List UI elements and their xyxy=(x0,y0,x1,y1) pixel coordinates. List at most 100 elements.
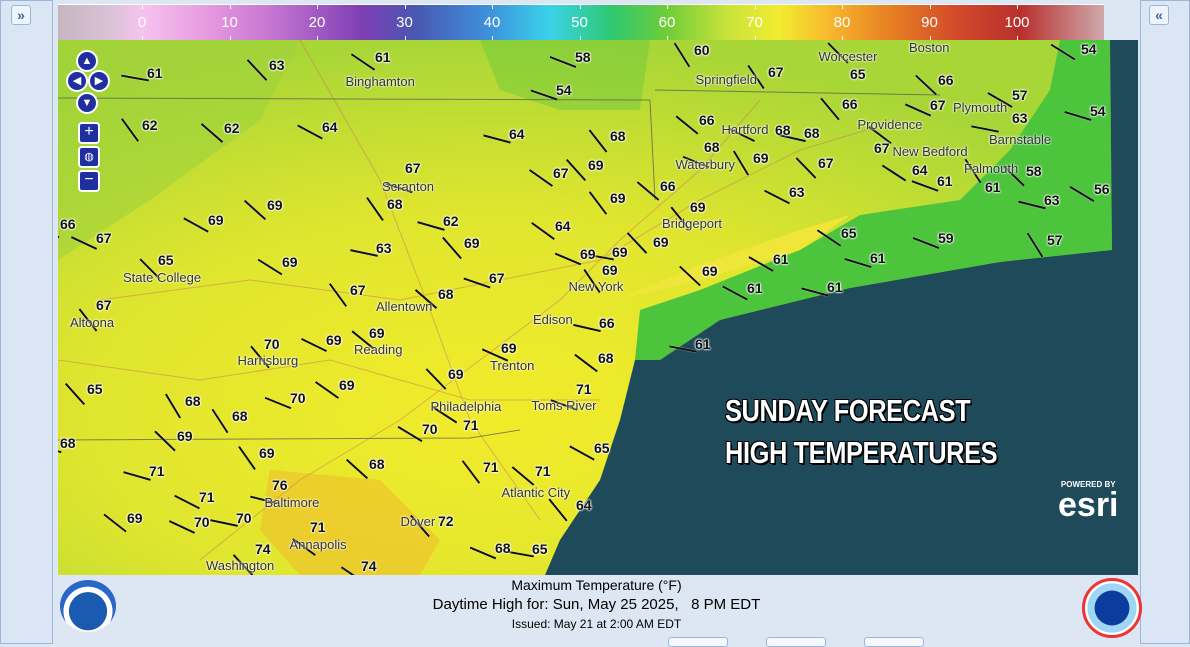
legend-tick-mark xyxy=(579,36,581,40)
temperature-value: 65 xyxy=(532,540,548,557)
expand-left-panel-button[interactable]: » xyxy=(11,5,31,25)
city-label: Reading xyxy=(354,342,403,357)
temperature-value: 71 xyxy=(483,458,499,475)
temperature-value: 56 xyxy=(1094,180,1110,197)
map-navigation-control: ▲ ◀ ▶ ▼ + ◍ − xyxy=(66,50,112,194)
temperature-value: 57 xyxy=(1012,86,1028,103)
city-label: New York xyxy=(568,279,624,294)
city-label: State College xyxy=(123,270,202,285)
powered-by-text: POWERED BY xyxy=(1060,480,1116,489)
legend-tick-mark xyxy=(317,36,318,40)
temperature-value: 68 xyxy=(369,455,385,472)
esri-logo: POWERED BY esri xyxy=(1058,480,1119,522)
legend-tick-mark xyxy=(754,5,756,9)
temperature-value: 66 xyxy=(60,215,76,232)
temperature-value: 70 xyxy=(422,420,438,437)
temperature-value: 64 xyxy=(555,217,571,234)
globe-icon[interactable]: ◍ xyxy=(78,146,100,168)
city-label: Toms River xyxy=(531,398,597,413)
legend-tick-label: 100 xyxy=(1004,14,1030,31)
temperature-value: 66 xyxy=(938,71,954,88)
city-label: Edison xyxy=(533,312,573,327)
temperature-value: 66 xyxy=(660,177,676,194)
city-label: Falmouth xyxy=(964,161,1019,176)
temperature-value: 68 xyxy=(704,138,720,155)
temperature-value: 70 xyxy=(290,389,306,406)
valid-time: Daytime High for: Sun, May 25 2025, 8 PM… xyxy=(432,596,761,613)
legend-tick-mark xyxy=(842,36,843,40)
legend-tick-label: 50 xyxy=(571,14,588,31)
legend-tick-mark xyxy=(404,36,406,40)
legend-tick-mark xyxy=(667,5,668,9)
map-footer: Maximum Temperature (°F) Daytime High fo… xyxy=(53,575,1140,634)
pan-up-button[interactable]: ▲ xyxy=(76,50,98,72)
legend-tick-label: 40 xyxy=(483,14,501,31)
temperature-value: 69 xyxy=(177,427,193,444)
temperature-value: 61 xyxy=(375,48,391,65)
temperature-value: 69 xyxy=(339,376,355,393)
temperature-value: 67 xyxy=(96,229,112,246)
temperature-value: 61 xyxy=(773,250,789,267)
zoom-out-button[interactable]: − xyxy=(78,170,100,192)
temperature-value: 60 xyxy=(694,41,710,58)
city-label: Bridgeport xyxy=(662,216,722,231)
legend-tick-mark xyxy=(929,5,931,9)
legend-tick-label: 90 xyxy=(921,14,938,31)
legend-tick-label: 80 xyxy=(833,14,851,31)
legend-tick-label: 70 xyxy=(746,14,763,31)
temperature-value: 67 xyxy=(553,164,569,181)
continental-shelf xyxy=(635,40,1112,360)
city-label: Worcester xyxy=(818,49,878,64)
city-label: Binghamton xyxy=(345,74,415,89)
temperature-value: 67 xyxy=(350,281,366,298)
temperature-value: 69 xyxy=(464,234,480,251)
expand-right-panel-button[interactable]: « xyxy=(1149,5,1169,25)
temperature-value: 69 xyxy=(588,156,604,173)
temperature-color-legend: 0 10 20 30 40 50 60 70 80 90 100 xyxy=(58,4,1104,40)
temperature-value: 69 xyxy=(267,196,283,213)
pan-right-button[interactable]: ▶ xyxy=(88,70,110,92)
issued-time: Issued: May 21 at 2:00 AM EDT xyxy=(511,617,682,631)
temperature-value: 68 xyxy=(60,434,76,451)
bottom-button-2[interactable] xyxy=(766,637,826,647)
temperature-value: 69 xyxy=(612,243,628,260)
temperature-value: 61 xyxy=(747,279,763,296)
temperature-value: 54 xyxy=(1090,102,1106,119)
legend-tick-mark xyxy=(142,5,143,9)
zoom-in-button[interactable]: + xyxy=(78,122,100,144)
temperature-value: 68 xyxy=(495,539,511,556)
temperature-value: 70 xyxy=(236,509,252,526)
temperature-value: 63 xyxy=(376,239,392,256)
temperature-value: 61 xyxy=(827,278,843,295)
legend-tick-mark xyxy=(229,36,231,40)
product-title: Maximum Temperature (°F) xyxy=(511,577,682,593)
city-label: Hartford xyxy=(721,122,769,137)
temperature-map[interactable]: 61 63 61 58 60 65 54 54 67 66 57 54 62 62 64 64 68 66 68 68… xyxy=(58,40,1138,575)
pan-down-button[interactable]: ▼ xyxy=(76,92,98,114)
city-label: Boston xyxy=(909,40,950,55)
temperature-value: 65 xyxy=(87,380,103,397)
temperature-value: 64 xyxy=(509,125,525,142)
temperature-value: 74 xyxy=(255,540,271,557)
temperature-value: 67 xyxy=(96,296,112,313)
legend-tick-mark xyxy=(317,5,318,9)
nws-logo xyxy=(1082,578,1142,638)
legend-tick-mark xyxy=(579,5,581,9)
map-background xyxy=(58,40,1138,575)
temperature-value: 68 xyxy=(804,124,820,141)
noaa-logo xyxy=(60,580,116,632)
bottom-button-3[interactable] xyxy=(864,637,924,647)
temperature-value: 68 xyxy=(775,121,791,138)
pan-left-button[interactable]: ◀ xyxy=(66,70,88,92)
temperature-value: 69 xyxy=(282,253,298,270)
temperature-value: 71 xyxy=(199,488,215,505)
legend-tick-mark xyxy=(754,36,756,40)
bottom-button-1[interactable] xyxy=(668,637,728,647)
temperature-value: 62 xyxy=(224,119,240,136)
city-label: Trenton xyxy=(490,358,535,373)
legend-tick-mark xyxy=(492,36,493,40)
temperature-value: 65 xyxy=(158,251,174,268)
city-label: Philadelphia xyxy=(430,399,502,414)
city-label: Harrisburg xyxy=(237,353,299,368)
temperature-value: 69 xyxy=(690,198,706,215)
